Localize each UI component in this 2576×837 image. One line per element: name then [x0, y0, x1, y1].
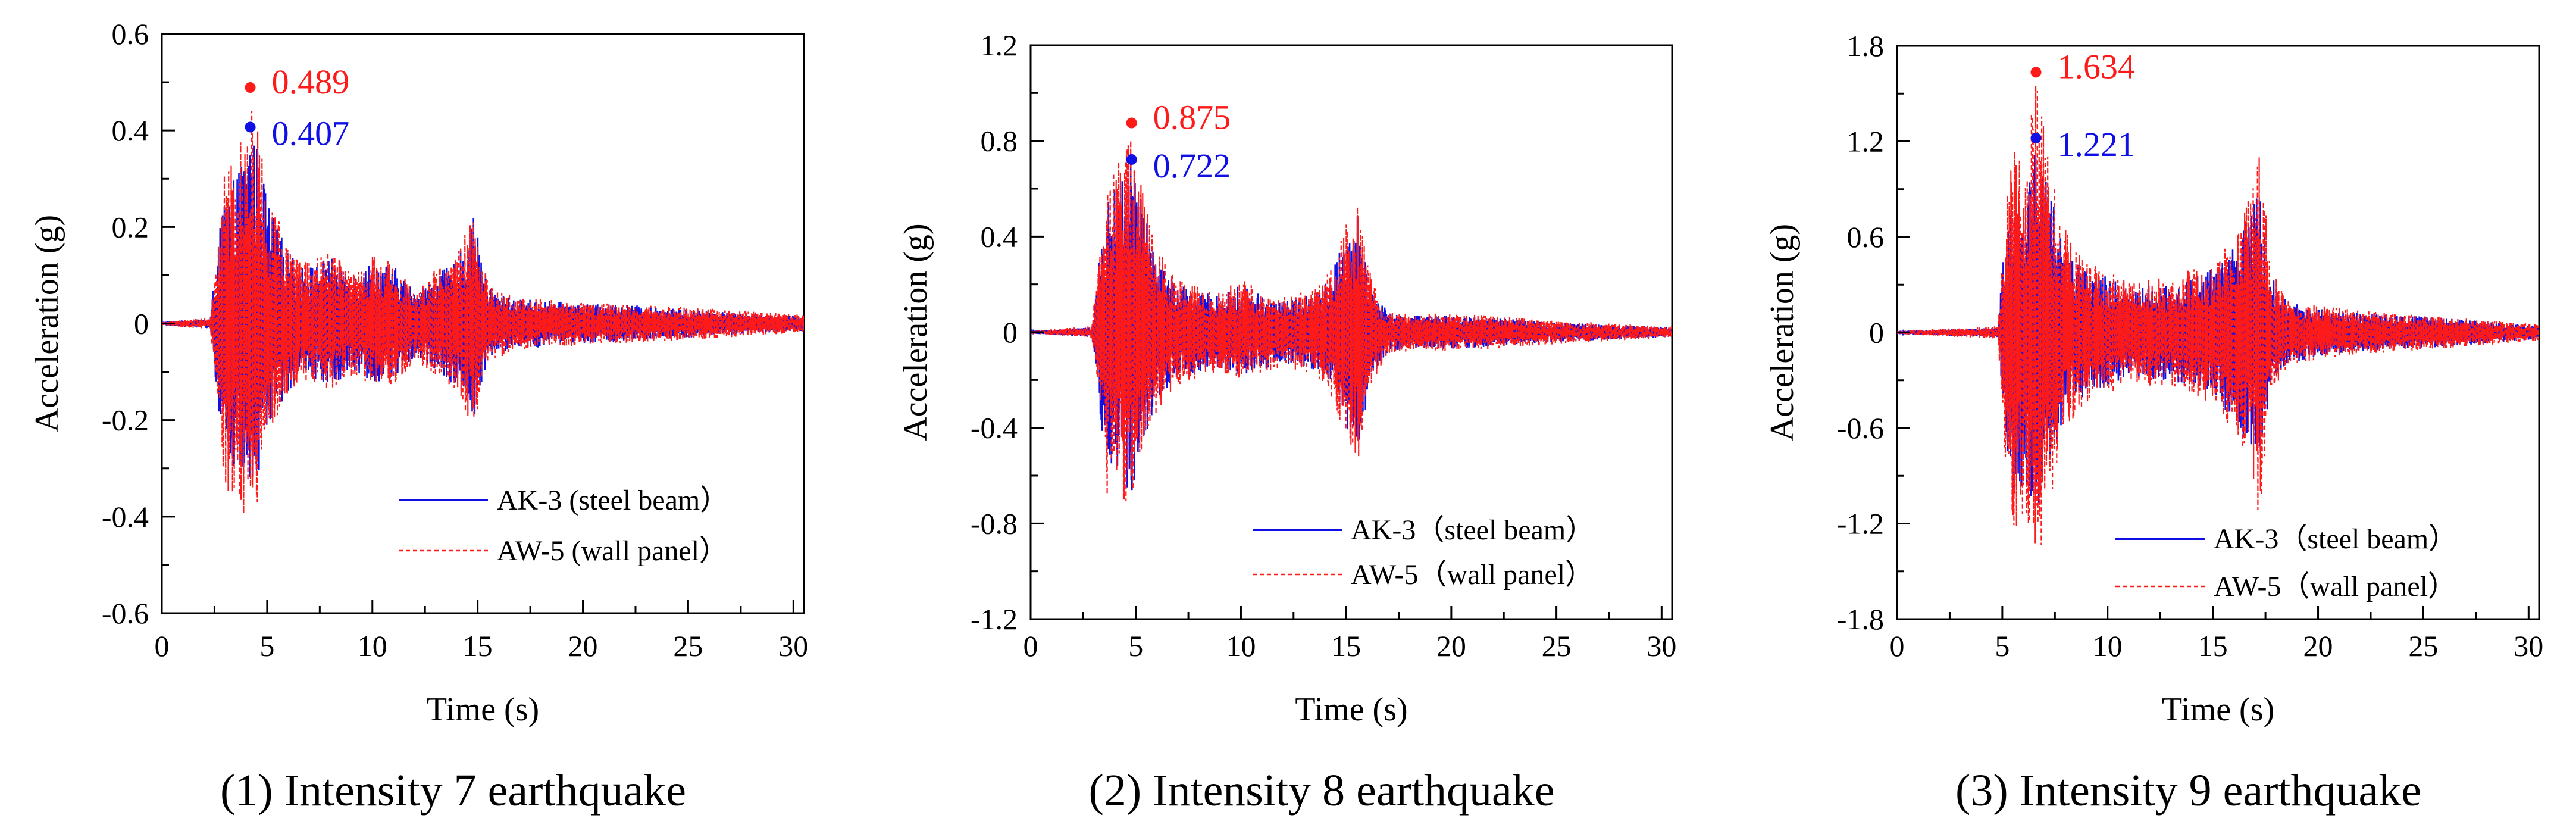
chart-caption: (2) Intensity 8 earthquake: [1089, 766, 1555, 816]
x-tick-label: 10: [2093, 629, 2123, 663]
peak-dot-wall-panel: [2030, 67, 2042, 78]
axis-ticks: 0 5 10 15 20 25 30 -1.8 -1.2 -0.6 0 0.6 1.2 1.8: [1837, 29, 2543, 663]
legend-label-wall: AW-5（wall panel）: [1351, 559, 1594, 591]
x-tick-label: 20: [2303, 629, 2333, 663]
x-tick-label: 20: [568, 629, 598, 663]
legend-label-wall: AW-5 (wall panel）: [497, 535, 728, 567]
x-tick-label: 5: [1128, 629, 1143, 663]
x-tick-label: 5: [1995, 629, 2010, 663]
x-tick-label: 10: [358, 629, 387, 663]
x-tick-label: 15: [1331, 629, 1361, 663]
y-tick-label: -0.6: [102, 596, 149, 630]
y-tick-label: -1.8: [1837, 602, 1884, 636]
y-tick-label: 1.8: [1847, 29, 1885, 63]
plot-area: [162, 111, 804, 513]
y-tick-label: -0.4: [102, 500, 149, 533]
x-axis-label: Time (s): [427, 691, 539, 728]
chart-panel-1: 0 5 10 15 20 25 30 -0.6 -0.4 -0.2 0 0.2 0.4 0.6 0.407…: [29, 17, 808, 816]
legend-label-steel: AK-3（steel beam）: [2214, 523, 2457, 555]
chart-panel-3: 0 5 10 15 20 25 30 -1.8 -1.2 -0.6 0 0.6 1.2 1.8 1.221…: [1764, 29, 2543, 816]
x-axis-label: Time (s): [2162, 691, 2274, 728]
x-tick-label: 30: [2514, 629, 2543, 663]
y-axis-label: Acceleration (g): [897, 223, 934, 441]
y-tick-label: -0.2: [102, 404, 149, 437]
peak-label-steel-beam: 1.221: [2057, 125, 2135, 164]
x-tick-label: 30: [1647, 629, 1676, 663]
y-tick-label: -0.6: [1837, 411, 1884, 445]
peak-label-wall-panel: 0.489: [272, 63, 350, 101]
y-tick-label: 0.6: [1847, 220, 1885, 254]
y-tick-label: 0.4: [112, 114, 149, 147]
series-line-wall-panel: [1897, 85, 2539, 545]
y-tick-label: -1.2: [971, 602, 1018, 636]
peak-dot-steel-beam: [2030, 132, 2042, 143]
y-tick-label: -0.4: [971, 411, 1018, 445]
y-tick-label: 0: [1003, 316, 1018, 349]
series-line-wall-panel: [1031, 140, 1672, 501]
peak-dot-steel-beam: [245, 121, 256, 133]
x-tick-label: 20: [1436, 629, 1466, 663]
x-tick-label: 0: [1890, 629, 1905, 663]
x-tick-label: 0: [155, 629, 170, 663]
y-tick-label: -0.8: [971, 507, 1018, 540]
x-tick-label: 25: [673, 629, 703, 663]
y-tick-label: 0.8: [981, 124, 1018, 158]
legend-label-wall: AW-5（wall panel）: [2214, 571, 2456, 602]
peak-markers: 0.407 0.489: [245, 63, 350, 152]
peak-label-steel-beam: 0.722: [1153, 146, 1231, 185]
x-tick-label: 10: [1226, 629, 1256, 663]
legend-label-steel: AK-3（steel beam）: [1351, 514, 1594, 546]
peak-dot-wall-panel: [245, 82, 256, 93]
peak-label-wall-panel: 1.634: [2057, 47, 2135, 86]
axis-ticks: 0 5 10 15 20 25 30 -0.6 -0.4 -0.2 0 0.2 0.4 0.6: [102, 17, 808, 663]
x-axis-label: Time (s): [1295, 691, 1407, 728]
peak-dot-wall-panel: [1126, 117, 1137, 129]
legend: AK-3（steel beam） AW-5（wall panel）: [2115, 523, 2457, 602]
y-axis-label: Acceleration (g): [29, 215, 65, 432]
x-tick-label: 30: [778, 629, 808, 663]
y-tick-label: 1.2: [1847, 125, 1885, 158]
x-tick-label: 25: [1542, 629, 1572, 663]
axis-ticks: 0 5 10 15 20 25 30 -1.2 -0.8 -0.4 0 0.4 0.8 1.2: [971, 29, 1676, 663]
y-tick-label: 1.2: [981, 29, 1018, 62]
y-tick-label: 0.6: [112, 17, 149, 51]
x-tick-label: 25: [2408, 629, 2438, 663]
y-tick-label: 0: [1869, 316, 1884, 349]
series-line-wall-panel: [162, 111, 804, 513]
y-axis-label: Acceleration (g): [1764, 224, 1801, 441]
y-tick-label: 0.2: [112, 210, 149, 243]
peak-markers: 1.221 1.634: [2030, 47, 2135, 164]
chart-caption: (1) Intensity 7 earthquake: [220, 766, 686, 816]
peak-dot-steel-beam: [1126, 154, 1137, 165]
x-tick-label: 0: [1023, 629, 1038, 663]
x-tick-label: 5: [259, 629, 274, 663]
peak-label-wall-panel: 0.875: [1153, 98, 1231, 137]
peak-markers: 0.722 0.875: [1126, 98, 1231, 185]
plot-area: [1031, 140, 1672, 501]
y-tick-label: 0.4: [981, 220, 1018, 253]
peak-label-steel-beam: 0.407: [272, 114, 350, 152]
y-tick-label: -1.2: [1837, 507, 1884, 541]
legend-label-steel: AK-3 (steel beam）: [497, 485, 728, 516]
x-tick-label: 15: [2198, 629, 2228, 663]
y-tick-label: 0: [134, 307, 149, 341]
legend: AK-3（steel beam） AW-5（wall panel）: [1253, 514, 1594, 591]
x-tick-label: 15: [463, 629, 493, 663]
legend: AK-3 (steel beam） AW-5 (wall panel）: [399, 485, 728, 567]
plot-area: [1897, 85, 2539, 545]
chart-panel-2: 0 5 10 15 20 25 30 -1.2 -0.8 -0.4 0 0.4 0.8 1.2 0.722…: [897, 29, 1676, 816]
chart-caption: (3) Intensity 9 earthquake: [1955, 766, 2421, 816]
series-line-steel-beam: [1031, 162, 1672, 491]
